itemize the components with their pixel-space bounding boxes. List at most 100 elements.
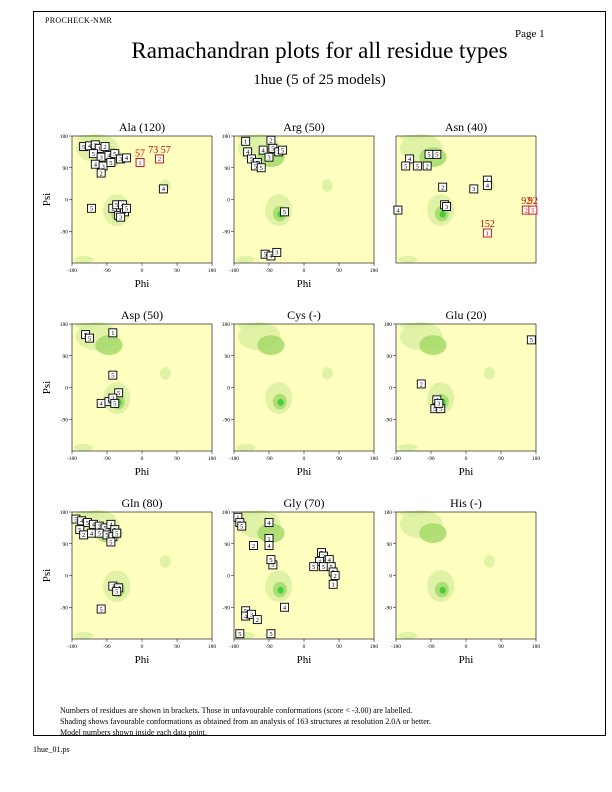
data-point-model: 2 (420, 381, 423, 388)
x-tick-label: 0 (141, 268, 144, 274)
x-tick-label: 180 (370, 644, 379, 650)
data-point-model: 5 (244, 608, 247, 615)
data-point: 5 (121, 203, 131, 213)
x-tick-label: 180 (370, 456, 379, 462)
favourable-region (237, 322, 262, 329)
data-point-model: 3 (100, 154, 103, 161)
data-point-model: 5 (260, 165, 263, 172)
data-point-model: 4 (244, 613, 248, 620)
data-point-model: 4 (283, 605, 287, 612)
panel-title: Gly (70) (284, 496, 325, 510)
data-point-marker (106, 158, 116, 167)
residue-label: 92 (528, 196, 538, 207)
data-point-model: 1 (138, 160, 141, 167)
data-point-model: 5 (433, 406, 436, 413)
y-tick-label: 90 (63, 166, 69, 172)
data-point: 2 (330, 571, 340, 580)
ramachandran-panel: Ala (120)-180-90090180-90090180PhiPsi543… (41, 120, 216, 290)
data-point-model: 5 (113, 401, 116, 408)
data-point-model: 5 (74, 516, 77, 523)
data-point-model: 5 (263, 251, 266, 258)
data-point: 3 (116, 212, 126, 222)
data-point-model: 5 (78, 527, 81, 534)
data-point: 4 (158, 184, 168, 194)
data-point-marker (264, 518, 274, 528)
data-point-model: 5 (105, 532, 108, 539)
x-tick-label: -90 (103, 456, 111, 462)
favourable-region (397, 631, 418, 639)
data-point: 5 (318, 562, 328, 572)
data-point-marker (422, 161, 432, 171)
data-point-model: 4 (107, 153, 111, 160)
data-point: 4 (264, 541, 274, 550)
x-tick-label: -90 (265, 268, 273, 274)
panel-title: Asn (40) (445, 120, 487, 134)
data-point-marker (280, 207, 290, 217)
y-axis-label: Psi (41, 193, 53, 206)
data-point: 5 (412, 161, 422, 171)
y-tick-label: 0 (227, 574, 230, 580)
x-tick-label: -180 (229, 268, 239, 274)
x-axis-label: Phi (297, 278, 312, 290)
x-tick-label: -90 (265, 456, 273, 462)
data-point-model: 1 (486, 230, 489, 237)
x-axis-label: Phi (135, 654, 150, 666)
x-axis-label: Phi (459, 654, 474, 666)
favourable-region (419, 335, 447, 356)
data-point-model: 1 (486, 177, 489, 184)
x-tick-label: 90 (336, 268, 342, 274)
data-point-model: 5 (330, 564, 333, 571)
data-point-model: 3 (119, 214, 122, 221)
data-point: 5 (106, 537, 116, 547)
y-tick-label: -90 (385, 605, 393, 611)
data-point-marker (401, 161, 411, 171)
x-tick-label: 90 (336, 456, 342, 462)
data-point: 5 (88, 149, 98, 159)
data-point-marker (412, 161, 422, 171)
x-tick-label: 180 (532, 644, 541, 650)
data-point-marker (272, 247, 282, 257)
data-point-model: 4 (90, 530, 94, 537)
data-point-marker (438, 182, 448, 192)
favourable-region (73, 255, 94, 263)
data-point: 4 (258, 145, 268, 155)
data-point: 3 (247, 609, 256, 619)
data-point-model: 2 (158, 156, 161, 163)
x-tick-label: -90 (103, 644, 111, 650)
favourable-region (237, 510, 262, 517)
data-point-model: 2 (269, 138, 272, 145)
data-point: 4 (280, 602, 290, 612)
x-tick-label: 0 (303, 644, 306, 650)
data-point-model: 4 (100, 401, 104, 408)
data-point-model: 5 (312, 564, 315, 571)
data-point-model: 4 (262, 147, 266, 154)
x-tick-label: -90 (265, 644, 273, 650)
data-point-model: 4 (109, 522, 113, 529)
data-point-model: 5 (240, 523, 243, 530)
data-point-model: 1 (236, 515, 239, 522)
data-point-model: 4 (396, 207, 400, 214)
data-point-marker (121, 153, 131, 163)
data-point-model: 1 (332, 582, 335, 589)
data-point-model: 4 (269, 253, 273, 260)
data-point-model: 5 (269, 557, 272, 564)
x-tick-label: 0 (303, 268, 306, 274)
data-point: 2 (248, 541, 258, 550)
x-tick-label: 0 (465, 644, 468, 650)
x-tick-label: 180 (532, 456, 541, 462)
x-tick-label: -180 (67, 268, 77, 274)
data-point-model: 3 (101, 163, 104, 170)
data-point-model: 5 (109, 539, 112, 546)
favourable-region (277, 586, 284, 594)
data-point: 1 (328, 579, 338, 589)
data-point-model: 5 (86, 520, 89, 527)
footnote: Numbers of residues are shown in bracket… (60, 705, 431, 738)
panel-title: Arg (50) (283, 120, 324, 134)
y-tick-label: 180 (384, 322, 393, 328)
data-point-marker (85, 333, 94, 343)
data-point-model: 1 (244, 139, 247, 146)
data-point-model: 5 (125, 206, 128, 213)
data-point-marker (528, 205, 538, 215)
data-point-marker (158, 184, 168, 194)
